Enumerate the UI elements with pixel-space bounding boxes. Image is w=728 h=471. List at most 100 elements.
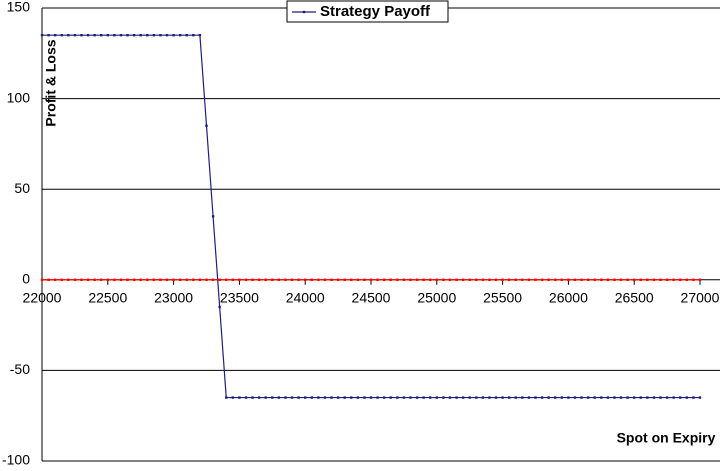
x-tick-label: 22000 (23, 290, 62, 306)
point-marker (580, 278, 583, 281)
point-marker (488, 396, 491, 399)
point-marker (633, 396, 636, 399)
point-marker (304, 396, 307, 399)
y-tick-label: -100 (2, 452, 30, 468)
point-marker (317, 278, 320, 281)
point-marker (435, 396, 438, 399)
point-marker (593, 278, 596, 281)
point-marker (264, 396, 267, 399)
point-marker (672, 278, 675, 281)
point-marker (317, 396, 320, 399)
point-marker (672, 396, 675, 399)
point-marker (60, 33, 63, 37)
point-marker (238, 396, 241, 399)
point-marker (192, 278, 195, 281)
point-marker (369, 278, 373, 281)
point-marker (139, 33, 142, 37)
point-marker (481, 396, 485, 399)
point-marker (409, 396, 412, 399)
point-marker (396, 278, 399, 281)
point-marker (106, 33, 109, 37)
point-marker (606, 278, 610, 281)
point-marker (244, 278, 248, 281)
point-marker (73, 33, 77, 37)
point-marker (685, 278, 689, 281)
point-marker (284, 278, 287, 281)
point-marker (356, 396, 360, 399)
point-marker (534, 396, 537, 399)
y-tick-label: 100 (7, 89, 31, 105)
point-marker (554, 396, 557, 399)
point-marker (310, 278, 313, 281)
point-marker (547, 278, 550, 281)
point-marker (547, 396, 550, 399)
point-marker (540, 396, 544, 399)
point-marker (86, 33, 90, 37)
point-marker (580, 396, 583, 399)
point-marker (475, 396, 478, 399)
point-marker (429, 278, 432, 281)
point-marker (389, 278, 392, 281)
point-marker (698, 396, 702, 399)
point-marker (481, 278, 485, 281)
point-marker (698, 278, 702, 281)
point-marker (613, 278, 616, 281)
point-marker (613, 396, 616, 399)
point-marker (382, 278, 386, 281)
point-marker (659, 396, 662, 399)
point-marker (665, 396, 669, 399)
point-marker (586, 396, 590, 399)
point-marker (336, 396, 340, 399)
point-marker (159, 33, 162, 37)
point-marker (692, 278, 695, 281)
x-axis-title: Spot on Expiry (617, 430, 716, 446)
point-marker (363, 396, 366, 399)
point-marker (271, 278, 274, 281)
point-marker (573, 278, 577, 281)
y-tick-label: 50 (14, 180, 30, 196)
point-marker (277, 396, 281, 399)
point-marker (231, 396, 235, 399)
point-marker (448, 396, 452, 399)
point-marker (310, 396, 313, 399)
point-marker (415, 278, 419, 281)
legend-marker (302, 10, 306, 14)
point-marker (139, 278, 142, 281)
point-marker (330, 278, 333, 281)
point-marker (106, 278, 109, 281)
point-marker (119, 33, 123, 37)
point-marker (679, 396, 682, 399)
point-marker (468, 278, 471, 281)
point-marker (514, 278, 517, 281)
point-marker (600, 278, 603, 281)
x-tick-label: 27000 (681, 290, 720, 306)
point-marker (646, 278, 649, 281)
point-marker (692, 396, 695, 399)
point-marker (198, 278, 202, 281)
x-tick-label: 22500 (88, 290, 127, 306)
point-marker (475, 278, 478, 281)
point-marker (218, 305, 221, 309)
point-marker (211, 215, 215, 218)
point-marker (80, 33, 83, 37)
point-marker (257, 396, 261, 399)
point-marker (113, 278, 116, 281)
point-marker (225, 278, 228, 281)
y-axis-title: Profit & Loss (43, 39, 59, 126)
point-marker (527, 278, 531, 281)
point-marker (284, 396, 287, 399)
point-marker (507, 278, 511, 281)
point-marker (113, 33, 116, 37)
point-marker (297, 396, 300, 399)
x-tick-label: 24500 (352, 290, 391, 306)
point-marker (185, 278, 188, 281)
y-tick-label: 0 (22, 271, 30, 287)
point-marker (146, 278, 149, 281)
x-tick-label: 24000 (286, 290, 325, 306)
point-marker (422, 278, 425, 281)
point-marker (146, 33, 149, 37)
point-marker (119, 278, 123, 281)
point-marker (100, 278, 103, 281)
point-marker (73, 278, 77, 281)
